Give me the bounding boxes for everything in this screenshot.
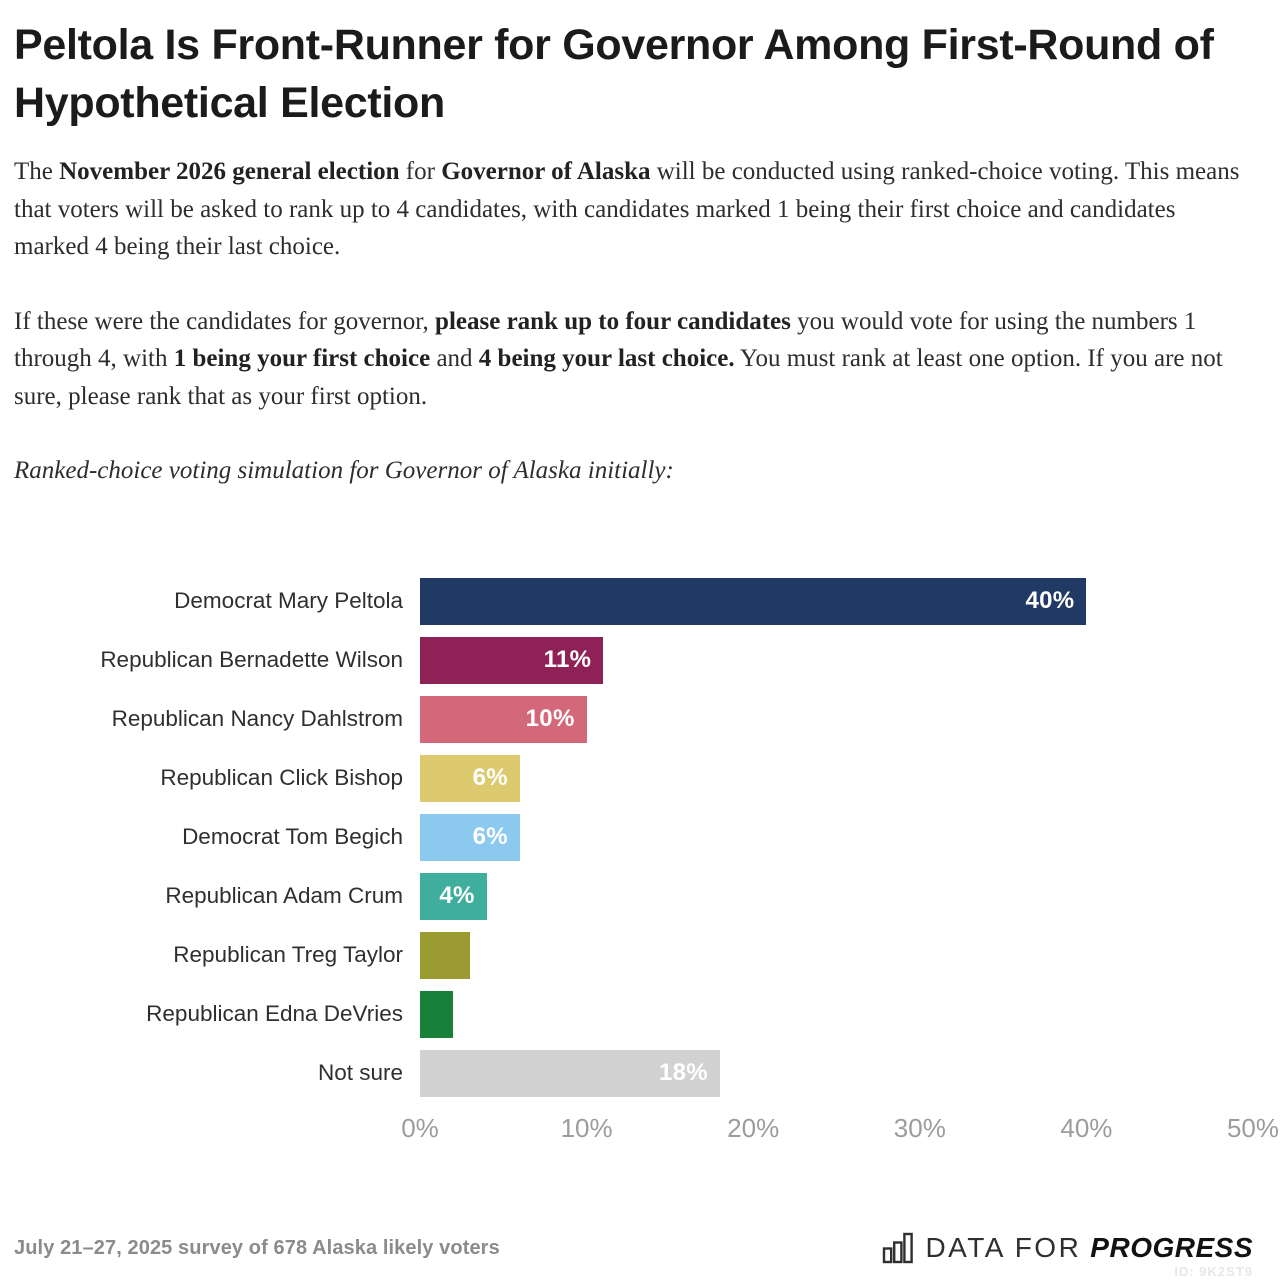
infographic: Peltola Is Front-Runner for Governor Amo… <box>0 16 1280 1147</box>
category-label: Republican Click Bishop <box>160 765 403 791</box>
chart-row: Republican Nancy Dahlstrom 10% <box>14 695 1253 743</box>
bold-text: November 2026 general election <box>59 158 400 186</box>
bar-value-label: 4% <box>439 882 475 910</box>
bold-text: 4 being your last choice. <box>478 345 735 373</box>
category-label: Republican Nancy Dahlstrom <box>111 706 403 732</box>
bar-value-label: 6% <box>472 764 508 792</box>
bar-value-label: 6% <box>472 823 508 851</box>
category-label: Not sure <box>317 1060 403 1086</box>
bar <box>420 931 470 979</box>
chart-row: Republican Bernadette Wilson 11% <box>14 636 1253 684</box>
x-axis-tick: 10% <box>560 1112 613 1143</box>
bar: 18% <box>420 1049 720 1097</box>
bar: 11% <box>420 636 604 684</box>
bold-text: Governor of Alaska <box>441 158 651 186</box>
text: for <box>399 158 442 186</box>
bold-text: please rank up to four candidates <box>435 307 791 335</box>
bar-track: 11% <box>420 636 1253 684</box>
bar-track: 4% <box>420 872 1253 920</box>
bar-track: 18% <box>420 1049 1253 1097</box>
bar: 6% <box>420 813 520 861</box>
text: and <box>430 345 479 373</box>
chart-row: Democrat Tom Begich 6% <box>14 813 1253 861</box>
x-axis-tick: 40% <box>1060 1112 1113 1143</box>
x-axis-tick: 0% <box>401 1112 439 1143</box>
dfp-logo: DATA FOR PROGRESS ID: 9K2ST9 <box>882 1232 1253 1279</box>
x-axis-tick: 30% <box>893 1112 946 1143</box>
chart-subtitle: Ranked-choice voting simulation for Gove… <box>14 457 674 485</box>
bar-chart: Democrat Mary Peltola 40% Republican Berna… <box>14 577 1253 1097</box>
bar: 10% <box>420 695 587 743</box>
category-label: Republican Adam Crum <box>165 883 403 909</box>
bar-track: 40% <box>420 577 1253 625</box>
bar-value-label: 10% <box>525 705 575 733</box>
text: You must rank at least one option. If yo… <box>14 345 1223 410</box>
survey-note: July 21–27, 2025 survey of 678 Alaska li… <box>14 1236 500 1259</box>
logo-text-data-for: DATA FOR <box>925 1232 1082 1263</box>
text: you would vote for using the numbers 1 t… <box>14 307 1197 373</box>
bar-track: 6% <box>420 754 1253 802</box>
chart-row: Republican Treg Taylor <box>14 931 1253 979</box>
page-title: Peltola Is Front-Runner for Governor Amo… <box>14 21 1214 128</box>
logo-text-progress: PROGRESS <box>1090 1232 1253 1263</box>
intro-paragraph-2: If these were the candidates for governo… <box>14 303 1240 416</box>
chart-row: Republican Edna DeVries <box>14 990 1253 1038</box>
chart-row: Democrat Mary Peltola 40% <box>14 577 1253 625</box>
bar: 4% <box>420 872 487 920</box>
chart-row: Not sure 18% <box>14 1049 1253 1097</box>
category-label: Republican Bernadette Wilson <box>100 647 403 673</box>
category-label: Republican Treg Taylor <box>173 942 403 968</box>
text: The <box>14 158 60 186</box>
watermark-id: ID: 9K2ST9 <box>1174 1264 1253 1279</box>
bar-track <box>420 931 1253 979</box>
x-axis: 0% 10% 20% 30% 40% 50% <box>401 1112 1279 1147</box>
footer: July 21–27, 2025 survey of 678 Alaska li… <box>14 1232 1253 1279</box>
x-axis-tick: 50% <box>1226 1112 1280 1143</box>
bar-chart-icon <box>883 1232 914 1264</box>
bar-value-label: 40% <box>1025 587 1075 615</box>
bar-track: 6% <box>420 813 1253 861</box>
bold-text: 1 being your first choice <box>173 345 431 373</box>
bar: 40% <box>420 577 1087 625</box>
category-label: Democrat Mary Peltola <box>174 588 403 614</box>
bar-value-label: 11% <box>543 646 592 674</box>
text: If these were the candidates for governo… <box>14 307 436 335</box>
intro-paragraph-1: The November 2026 general election for G… <box>14 153 1240 266</box>
chart-row: Republican Adam Crum 4% <box>14 872 1253 920</box>
bar-track <box>420 990 1253 1038</box>
bar <box>420 990 454 1038</box>
x-axis-tick: 20% <box>727 1112 780 1143</box>
category-label: Republican Edna DeVries <box>146 1001 403 1027</box>
bar: 6% <box>420 754 520 802</box>
text: will be conducted using ranked-choice vo… <box>14 158 1240 261</box>
chart-row: Republican Click Bishop 6% <box>14 754 1253 802</box>
bar-track: 10% <box>420 695 1253 743</box>
bar-value-label: 18% <box>658 1059 708 1087</box>
category-label: Democrat Tom Begich <box>182 824 403 850</box>
